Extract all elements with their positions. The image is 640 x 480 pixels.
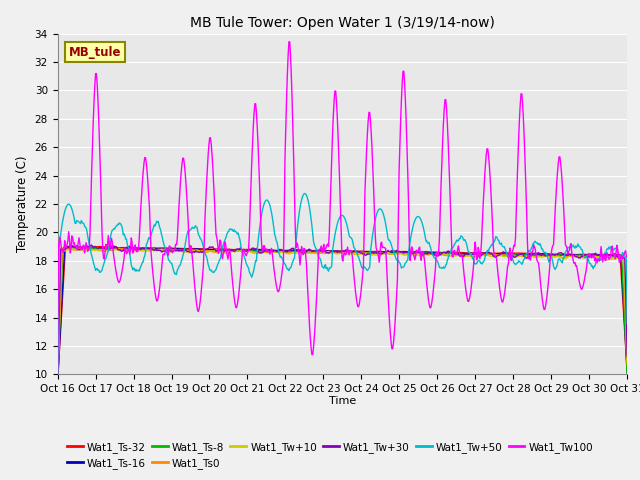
Y-axis label: Temperature (C): Temperature (C) <box>16 156 29 252</box>
X-axis label: Time: Time <box>329 396 356 406</box>
Title: MB Tule Tower: Open Water 1 (3/19/14-now): MB Tule Tower: Open Water 1 (3/19/14-now… <box>190 16 495 30</box>
Text: MB_tule: MB_tule <box>69 46 122 59</box>
Legend: Wat1_Ts-32, Wat1_Ts-16, Wat1_Ts-8, Wat1_Ts0, Wat1_Tw+10, Wat1_Tw+30, Wat1_Tw+50,: Wat1_Ts-32, Wat1_Ts-16, Wat1_Ts-8, Wat1_… <box>63 438 597 473</box>
